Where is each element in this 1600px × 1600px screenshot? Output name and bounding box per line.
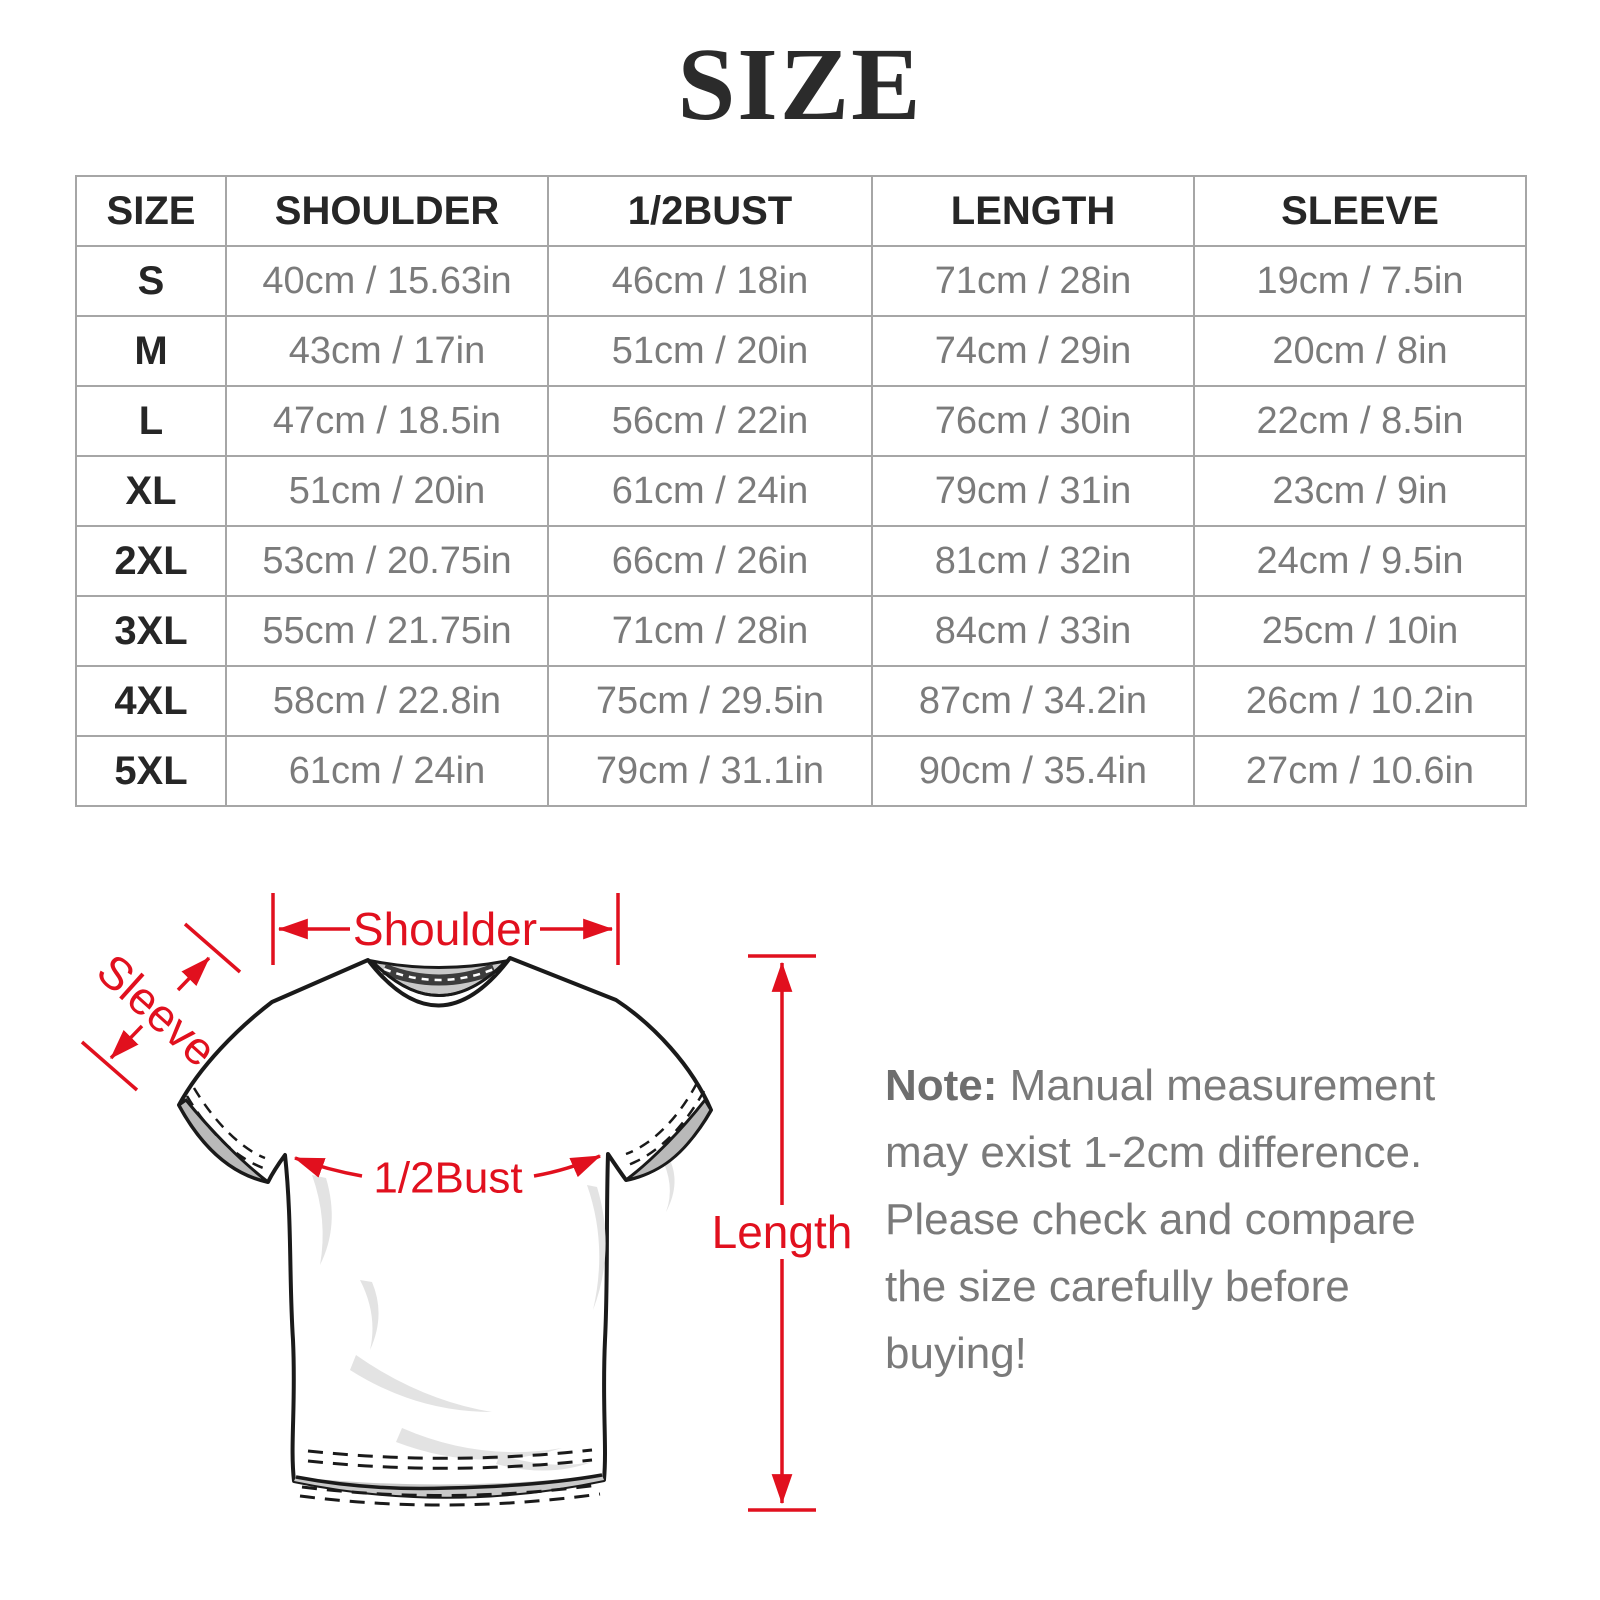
measurement-cell: 26cm / 10.2in (1193, 665, 1527, 737)
note-label: Note: (885, 1061, 998, 1110)
measurement-note: Note: Manual measurement may exist 1-2cm… (885, 1052, 1485, 1387)
measurement-cell: 19cm / 7.5in (1193, 245, 1527, 317)
measurement-cell: 84cm / 33in (871, 595, 1195, 667)
table-row: 4XL 58cm / 22.8in 75cm / 29.5in 87cm / 34.2… (75, 665, 1527, 737)
measurement-cell: 24cm / 9.5in (1193, 525, 1527, 597)
measurement-cell: 61cm / 24in (225, 735, 549, 807)
table-row: 3XL 55cm / 21.75in 71cm / 28in 84cm / 33in 2… (75, 595, 1527, 667)
sleeve-tick-bottom (80, 1040, 139, 1092)
tshirt-illustration (177, 956, 713, 1507)
measurement-cell: 20cm / 8in (1193, 315, 1527, 387)
measurement-cell: 22cm / 8.5in (1193, 385, 1527, 457)
hem-stitching (299, 1448, 601, 1507)
measurement-cell: 27cm / 10.6in (1193, 735, 1527, 807)
measurement-cell: 71cm / 28in (871, 245, 1195, 317)
left-cuff-opening (177, 1097, 269, 1184)
row-size-label: 5XL (75, 735, 227, 807)
bust-measurement (293, 1154, 602, 1178)
measurement-cell: 46cm / 18in (547, 245, 873, 317)
column-header-size: SIZE (75, 175, 227, 247)
size-table: SIZE SHOULDER 1/2BUST LENGTH SLEEVE S 40c… (75, 175, 1527, 807)
length-label: Length (712, 1206, 853, 1258)
row-size-label: XL (75, 455, 227, 527)
row-size-label: 2XL (75, 525, 227, 597)
tshirt-measurement-diagram: Shoulder Sleeve 1/2Bust Length (80, 893, 853, 1512)
cuff-stitching (185, 1082, 706, 1171)
collar-rib-band (370, 959, 508, 997)
table-row: 2XL 53cm / 20.75in 66cm / 26in 81cm / 32in 2… (75, 525, 1527, 597)
measurement-cell: 25cm / 10in (1193, 595, 1527, 667)
column-header-shoulder: SHOULDER (225, 175, 549, 247)
measurement-cell: 75cm / 29.5in (547, 665, 873, 737)
shoulder-label: Shoulder (353, 903, 537, 955)
measurement-cell: 74cm / 29in (871, 315, 1195, 387)
collar-tape-zigzag (383, 967, 495, 982)
measurement-cell: 66cm / 26in (547, 525, 873, 597)
bust-arrow-left (293, 1156, 363, 1178)
measurement-cell: 55cm / 21.75in (225, 595, 549, 667)
sleeve-tick-top (183, 922, 242, 974)
measurement-cell: 51cm / 20in (225, 455, 549, 527)
measurement-cell: 81cm / 32in (871, 525, 1195, 597)
page-title: SIZE (677, 27, 923, 142)
measurement-cell: 79cm / 31in (871, 455, 1195, 527)
measurement-cell: 23cm / 9in (1193, 455, 1527, 527)
measurement-cell: 61cm / 24in (547, 455, 873, 527)
measurement-cell: 40cm / 15.63in (225, 245, 549, 317)
measurement-cell: 76cm / 30in (871, 385, 1195, 457)
row-size-label: 4XL (75, 665, 227, 737)
hem-fold-line (295, 1473, 603, 1491)
sleeve-arrow-up (176, 956, 211, 992)
table-row: S 40cm / 15.63in 46cm / 18in 71cm / 28in 19c… (75, 245, 1527, 317)
measurement-cell: 47cm / 18.5in (225, 385, 549, 457)
row-size-label: M (75, 315, 227, 387)
table-row: L 47cm / 18.5in 56cm / 22in 76cm / 30in 22cm… (75, 385, 1527, 457)
row-size-label: S (75, 245, 227, 317)
measurement-cell: 53cm / 20.75in (225, 525, 549, 597)
row-size-label: L (75, 385, 227, 457)
tshirt-outline (177, 956, 713, 1499)
half-bust-label: 1/2Bust (373, 1154, 522, 1203)
sleeve-arrow-down (109, 1024, 144, 1060)
measurement-cell: 56cm / 22in (547, 385, 873, 457)
column-header-halfbust: 1/2BUST (547, 175, 873, 247)
measurement-cell: 43cm / 17in (225, 315, 549, 387)
measurement-cell: 51cm / 20in (547, 315, 873, 387)
note-text: Manual measurement may exist 1-2cm diffe… (885, 1061, 1436, 1378)
table-header-row: SIZE SHOULDER 1/2BUST LENGTH SLEEVE (75, 175, 1527, 247)
shoulder-measurement (271, 893, 620, 965)
bust-arrow-right (533, 1154, 602, 1178)
measurement-cell: 58cm / 22.8in (225, 665, 549, 737)
measurement-cell: 90cm / 35.4in (871, 735, 1195, 807)
measurement-cell: 71cm / 28in (547, 595, 873, 667)
right-cuff-opening (625, 1097, 713, 1182)
length-measurement (748, 954, 816, 1512)
table-row: XL 51cm / 20in 61cm / 24in 79cm / 31in 23cm … (75, 455, 1527, 527)
measurement-cell: 79cm / 31.1in (547, 735, 873, 807)
column-header-length: LENGTH (871, 175, 1195, 247)
table-row: 5XL 61cm / 24in 79cm / 31.1in 90cm / 35.4in… (75, 735, 1527, 807)
size-table-body: S 40cm / 15.63in 46cm / 18in 71cm / 28in 19c… (75, 245, 1527, 807)
row-size-label: 3XL (75, 595, 227, 667)
sleeve-measurement (80, 922, 242, 1092)
column-header-sleeve: SLEEVE (1193, 175, 1527, 247)
table-row: M 43cm / 17in 51cm / 20in 74cm / 29in 20cm /… (75, 315, 1527, 387)
measurement-cell: 87cm / 34.2in (871, 665, 1195, 737)
